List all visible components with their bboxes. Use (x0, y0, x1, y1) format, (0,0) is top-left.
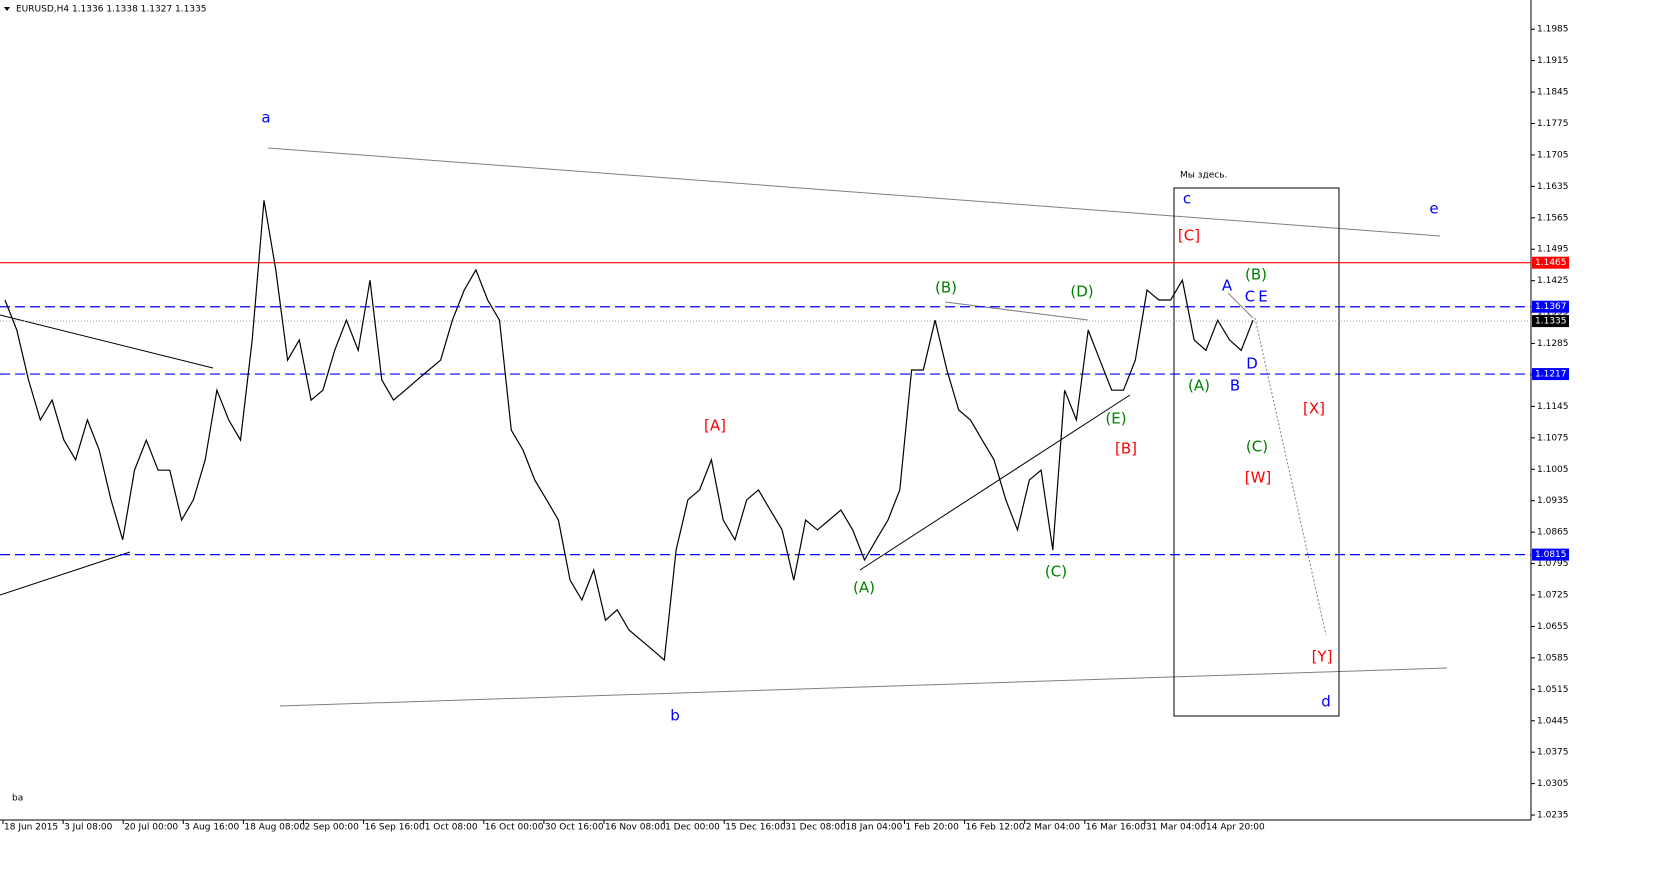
price-level-tag (1532, 548, 1569, 561)
wave-label: (C) (1045, 563, 1067, 581)
wave-label: [X] (1303, 400, 1325, 418)
y-tick-label: 1.1495 (1537, 245, 1569, 255)
y-tick-label: 1.0725 (1537, 591, 1569, 601)
wave-label: [Y] (1312, 648, 1333, 666)
y-tick-label: 1.0375 (1537, 748, 1569, 758)
wave-label: C (1245, 288, 1255, 306)
x-tick-label: 31 Mar 04:00 (1146, 823, 1206, 833)
wave-label: (D) (1070, 283, 1093, 301)
y-tick-label: 1.0655 (1537, 622, 1569, 632)
y-tick-label: 1.1705 (1537, 150, 1569, 160)
y-tick-label: 1.1635 (1537, 182, 1569, 192)
wave-label: (A) (1188, 377, 1210, 395)
x-tick-label: 16 Oct 00:00 (485, 823, 544, 833)
trend-line (0, 314, 214, 369)
y-tick-label: 1.1005 (1537, 465, 1569, 475)
trend-line (944, 301, 1089, 321)
x-tick-label: 1 Dec 00:00 (665, 823, 720, 833)
wave-label: b (670, 707, 680, 725)
x-tick-label: 16 Sep 16:00 (365, 823, 425, 833)
trend-line (0, 551, 131, 596)
x-tick-label: 18 Aug 08:00 (244, 823, 305, 833)
x-tick-label: 3 Jul 08:00 (64, 823, 113, 833)
price-line (4, 200, 1254, 662)
x-tick-label: 18 Jun 2015 (4, 823, 58, 833)
y-tick-label: 1.0935 (1537, 496, 1569, 506)
wave-label: (B) (1245, 266, 1267, 284)
trend-line (267, 147, 1441, 237)
y-tick-label: 1.0515 (1537, 685, 1569, 695)
y-tick-label: 1.1985 (1537, 25, 1569, 35)
wave-label: A (1222, 277, 1233, 295)
wave-label: a (261, 109, 270, 127)
focus-box (1173, 187, 1340, 717)
price-level-label: 1.1335 (1535, 317, 1567, 327)
menu-arrow (4, 7, 10, 11)
y-tick-label: 1.1075 (1537, 433, 1569, 443)
price-level-label: 1.1217 (1535, 370, 1567, 380)
trend-line (1227, 292, 1254, 319)
x-tick-label: 3 Aug 16:00 (184, 823, 239, 833)
y-tick-label: 1.0865 (1537, 528, 1569, 538)
x-tick-label: 2 Sep 00:00 (305, 823, 360, 833)
x-tick-label: 1 Oct 08:00 (425, 823, 478, 833)
x-tick-label: 16 Mar 16:00 (1086, 823, 1146, 833)
footer: ba (12, 794, 23, 804)
y-tick-label: 1.1425 (1537, 276, 1569, 286)
note: Мы здесь. (1180, 171, 1227, 181)
x-tick-label: 16 Nov 08:00 (605, 823, 666, 833)
y-tick-label: 1.1915 (1537, 56, 1569, 66)
wave-label: (A) (853, 579, 875, 597)
y-tick-label: 1.0305 (1537, 779, 1569, 789)
x-tick-label: 18 Jan 04:00 (845, 823, 902, 833)
x-tick-label: 20 Jul 00:00 (124, 823, 178, 833)
x-tick-label: 1 Feb 20:00 (906, 823, 960, 833)
wave-label: (B) (935, 279, 957, 297)
price-level-label: 1.1465 (1535, 258, 1567, 268)
price-level-label: 1.0815 (1535, 550, 1567, 560)
wave-label: [A] (704, 417, 726, 435)
x-tick-label: 16 Feb 12:00 (966, 823, 1025, 833)
y-tick-label: 1.0795 (1537, 559, 1569, 569)
x-tick-label: 31 Dec 08:00 (785, 823, 846, 833)
trend-line (859, 394, 1131, 571)
wave-label: (E) (1105, 410, 1126, 428)
y-tick-label: 1.1145 (1537, 402, 1569, 412)
price-level-label: 1.1367 (1535, 302, 1567, 312)
x-tick-label: 15 Dec 16:00 (725, 823, 786, 833)
wave-label: [W] (1245, 469, 1272, 487)
wave-label: [B] (1115, 440, 1137, 458)
wave-label: d (1321, 693, 1331, 711)
price-level-tag (1532, 368, 1569, 381)
price-level-tag (1532, 300, 1569, 313)
wave-label: B (1230, 377, 1240, 395)
wave-label: [C] (1178, 227, 1200, 245)
price-level-tag (1532, 315, 1569, 328)
wave-label: c (1183, 190, 1191, 208)
y-tick-label: 1.1285 (1537, 339, 1569, 349)
x-tick-label: 14 Apr 20:00 (1206, 823, 1265, 833)
wave-label: (C) (1246, 438, 1268, 456)
y-tick-label: 1.1565 (1537, 213, 1569, 223)
x-tick-label: 2 Mar 04:00 (1026, 823, 1081, 833)
x-tick-label: 30 Oct 16:00 (545, 823, 604, 833)
y-tick-label: 1.0445 (1537, 716, 1569, 726)
y-tick-label: 1.1845 (1537, 88, 1569, 98)
y-tick-label: 1.0585 (1537, 653, 1569, 663)
price-level-tag (1532, 256, 1569, 269)
y-tick-label: 1.1775 (1537, 119, 1569, 129)
wave-label: E (1258, 288, 1267, 306)
trend-line (279, 667, 1448, 707)
y-tick-label: 1.0235 (1537, 811, 1569, 821)
chart-title: EURUSD,H4 1.1336 1.1338 1.1327 1.1335 (16, 5, 207, 15)
wave-label: e (1429, 200, 1438, 218)
wave-label: D (1246, 355, 1258, 373)
